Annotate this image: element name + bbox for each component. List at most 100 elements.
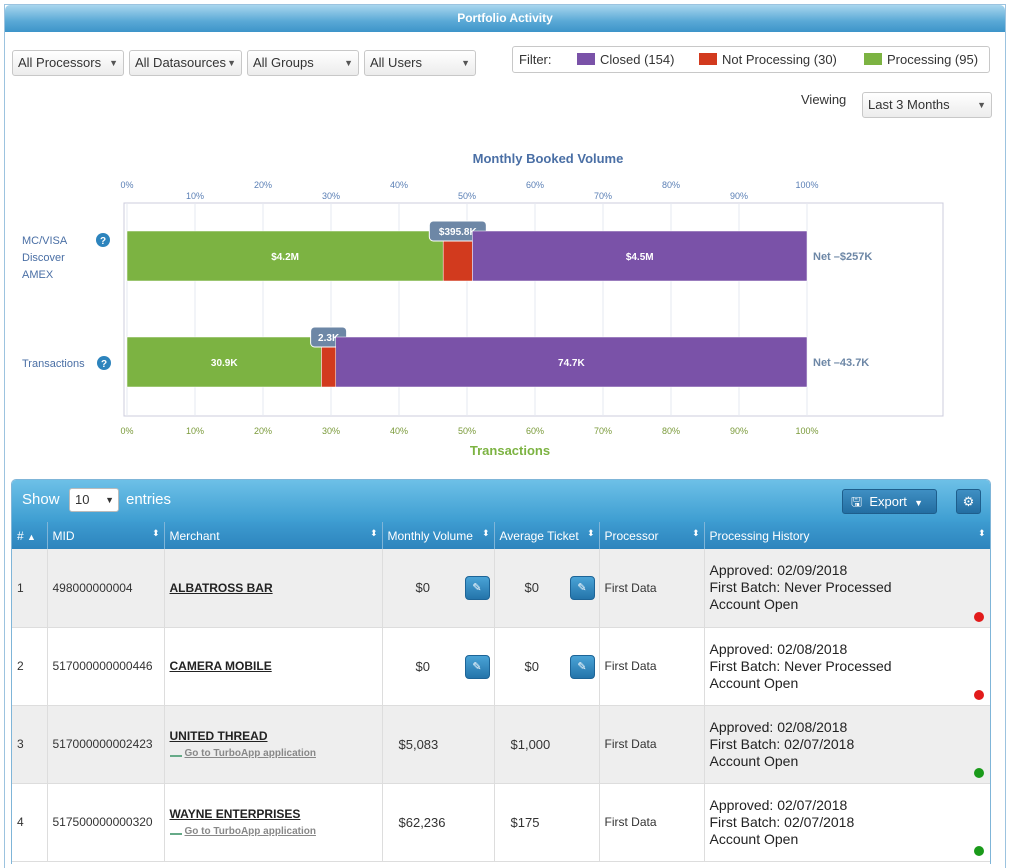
bottom-tick-label: 90% (730, 426, 748, 436)
category-label: AMEX (22, 269, 54, 281)
status-dot (973, 611, 984, 622)
row-number: 1 (12, 549, 48, 628)
bottom-tick-label: 50% (458, 426, 476, 436)
column-header-processing-history[interactable]: Processing History ⬍ (704, 522, 990, 549)
turboapp-link[interactable]: Go to TurboApp application (169, 747, 377, 759)
first-batch: First Batch: 02/07/2018 (709, 813, 855, 830)
column-header-monthly-volume[interactable]: Monthly Volume ⬍ (382, 522, 495, 549)
column-header-merchant[interactable]: Merchant ⬍ (164, 522, 383, 549)
edit-button[interactable]: ✎ (464, 576, 490, 600)
net-label: Net –43.7K (813, 357, 869, 369)
column-header-processor[interactable]: Processor ⬍ (599, 522, 705, 549)
export-button[interactable]: 🖫 Export ▼ (842, 489, 937, 514)
status-dot (973, 767, 984, 778)
bar-segment-closed (335, 336, 808, 388)
average-ticket-value: $175 (510, 814, 540, 830)
gear-icon: ⚙ (962, 494, 975, 509)
datasources-select[interactable]: All Datasources ▼ (129, 50, 242, 76)
mid-cell: 517000000002423 (47, 705, 165, 784)
panel-title: Portfolio Activity (5, 5, 1005, 32)
bottom-tick-label: 20% (254, 426, 272, 436)
column-header-label: Processor (604, 528, 659, 543)
processor-cell: First Data (599, 627, 705, 706)
monthly-volume-cell: $0 ✎ (382, 627, 495, 706)
save-icon: 🖫 (851, 494, 863, 509)
sort-icon: ⬍ (977, 528, 986, 538)
top-tick-label: 80% (662, 180, 680, 190)
column-header-number[interactable]: # ▲ (12, 522, 48, 549)
sort-icon: ⬍ (481, 528, 490, 538)
caret-down-icon: ▼ (914, 498, 924, 508)
groups-select[interactable]: All Groups ▼ (247, 50, 359, 76)
top-tick-label: 0% (120, 180, 133, 190)
merchant-link[interactable]: ALBATROSS BAR (169, 580, 273, 595)
net-label: Net –$257K (813, 251, 872, 263)
filter-processing[interactable]: Processing (95) (864, 47, 978, 72)
table-header-row: # ▲ MID ⬍ Merchant ⬍ Monthly Volume ⬍ Avera… (12, 522, 990, 549)
turboapp-link[interactable]: Go to TurboApp application (169, 825, 377, 837)
merchant-link[interactable]: UNITED THREAD (169, 729, 268, 743)
processors-select-value: All Processors (18, 55, 102, 70)
chevron-down-icon: ▼ (977, 100, 986, 110)
first-batch: First Batch: Never Processed (709, 657, 892, 674)
filter-closed[interactable]: Closed (154) (577, 47, 674, 72)
processing-history-cell: Approved: 02/08/2018 First Batch: 02/07/2… (704, 705, 990, 784)
sort-icon: ⬍ (369, 528, 378, 538)
approved-date: Approved: 02/09/2018 (709, 562, 848, 579)
viewing-select[interactable]: Last 3 Months ▼ (862, 92, 992, 118)
users-select[interactable]: All Users ▼ (364, 50, 476, 76)
column-header-average-ticket[interactable]: Average Ticket ⬍ (494, 522, 600, 549)
bar-segment-processing (126, 230, 444, 282)
processor-cell: First Data (599, 549, 705, 628)
entries-label: entries (126, 491, 172, 508)
account-status: Account Open (709, 674, 799, 691)
edit-button[interactable]: ✎ (569, 576, 595, 600)
edit-button[interactable]: ✎ (569, 654, 595, 679)
chevron-down-icon: ▼ (227, 58, 236, 68)
filter-not-processing[interactable]: Not Processing (30) (699, 47, 837, 72)
filter-not-processing-label: Not Processing (30) (722, 52, 837, 67)
column-header-mid[interactable]: MID ⬍ (47, 522, 165, 549)
approved-date: Approved: 02/08/2018 (709, 718, 848, 735)
bottom-tick-label: 100% (795, 426, 818, 436)
top-tick-label: 70% (594, 191, 612, 201)
status-dot (973, 689, 984, 700)
export-label: Export (869, 494, 907, 509)
pencil-icon: ✎ (472, 582, 482, 594)
bottom-tick-label: 80% (662, 426, 680, 436)
show-label: Show (22, 491, 60, 508)
column-header-label: Merchant (169, 528, 220, 543)
top-tick-label: 90% (730, 191, 748, 201)
sort-asc-icon: ▲ (27, 531, 36, 542)
merchant-link[interactable]: WAYNE ENTERPRISES (169, 807, 301, 821)
sort-icon: ⬍ (151, 528, 160, 538)
bottom-tick-label: 60% (526, 426, 544, 436)
chevron-down-icon: ▼ (344, 58, 353, 68)
bottom-tick-label: 10% (186, 426, 204, 436)
x-axis-label: Transactions (470, 443, 550, 458)
monthly-volume-value: $62,236 (398, 814, 446, 830)
edit-button[interactable]: ✎ (464, 654, 490, 679)
bottom-tick-label: 40% (390, 426, 408, 436)
column-header-label: Monthly Volume (387, 528, 473, 543)
column-header-label: MID (52, 528, 75, 543)
merchant-link[interactable]: CAMERA MOBILE (169, 659, 272, 673)
data-label: $4.5M (626, 252, 654, 263)
category-label: Discover (22, 252, 65, 264)
column-header-label: # (17, 528, 24, 543)
account-status: Account Open (709, 752, 799, 769)
processors-select[interactable]: All Processors ▼ (12, 50, 124, 76)
average-ticket-cell: $0 ✎ (494, 627, 600, 706)
pencil-icon: ✎ (472, 660, 482, 673)
mid-cell: 498000000004 (47, 549, 165, 628)
turboapp-link-label: Go to TurboApp application (184, 748, 316, 759)
turboapp-link-label: Go to TurboApp application (184, 826, 316, 837)
table-row: 1 498000000004 ALBATROSS BAR $0 ✎ $0 ✎ First Da… (12, 549, 990, 628)
data-label: $395.8K (439, 227, 478, 238)
merchant-cell: ALBATROSS BAR (164, 549, 383, 628)
column-header-label: Average Ticket (499, 528, 579, 543)
data-label: 30.9K (211, 358, 238, 369)
category-label: Transactions (22, 358, 85, 370)
settings-button[interactable]: ⚙ (956, 489, 981, 514)
page-length-select[interactable]: 10 ▼ (69, 488, 119, 512)
